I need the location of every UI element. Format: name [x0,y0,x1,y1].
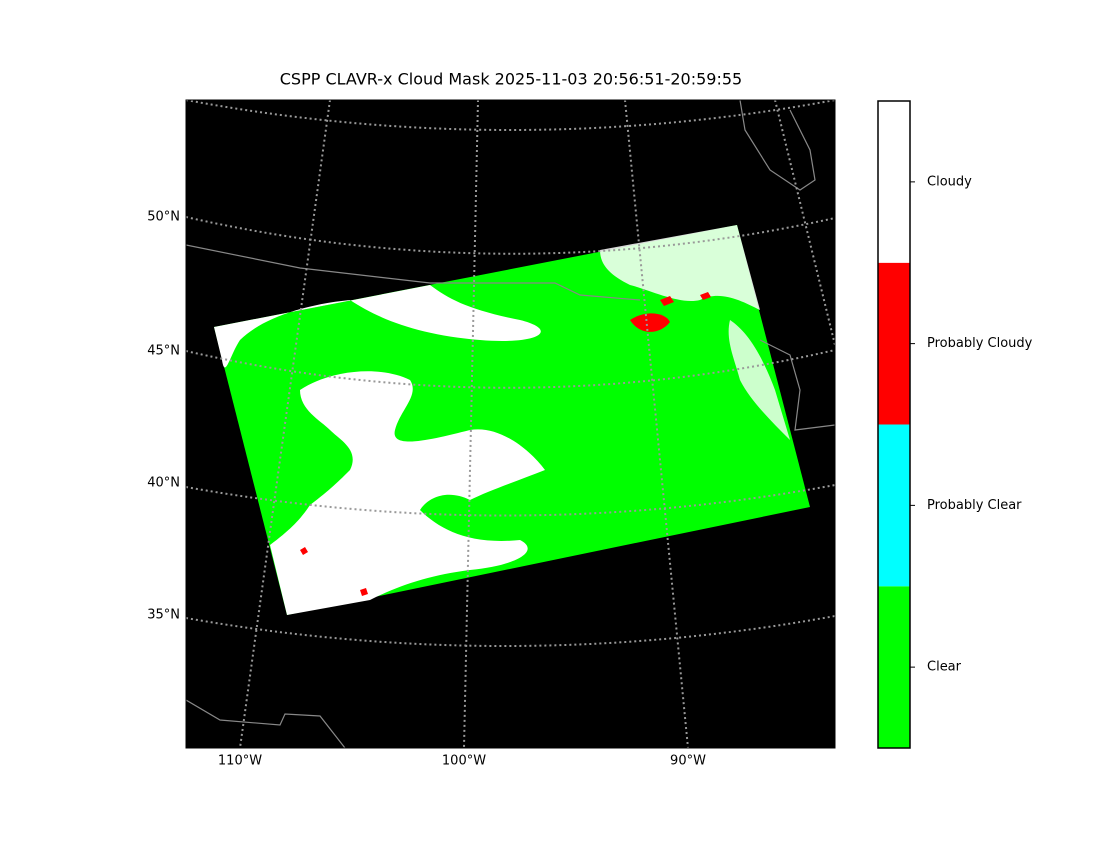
graticule [186,349,835,389]
colorbar-label: Probably Cloudy [927,336,1033,351]
lon-label: 110°W [218,754,262,769]
graticule [463,100,479,748]
border [759,339,835,431]
colorbar-segment [878,262,910,425]
cloud-region [630,313,670,332]
colorbar-segment [878,424,910,587]
border [186,699,346,748]
lon-label: 90°W [670,754,706,769]
cloud-region [270,371,545,615]
colorbar-segment [878,101,910,263]
cloud-region [728,320,790,440]
graticule [239,100,331,748]
lat-label: 45°N [147,344,180,359]
graticule [624,100,689,748]
graticule [774,100,835,346]
lon-label: 100°W [442,754,486,769]
border [186,244,641,301]
map [186,100,835,748]
colorbar-segment [878,586,910,748]
colorbar-label: Cloudy [927,174,972,189]
lat-label: 40°N [147,476,180,491]
border [739,100,816,191]
graticule [186,615,835,647]
title: CSPP CLAVR-x Cloud Mask 2025-11-03 20:56… [280,70,742,89]
cloud-region [600,225,760,310]
lat-label: 35°N [147,608,180,623]
cloud-region [214,285,541,368]
colorbar-frame [877,100,911,749]
graticule [186,484,835,517]
colorbar-label: Probably Clear [927,498,1022,513]
colorbar-label: Clear [927,660,962,675]
lat-label: 50°N [147,210,180,225]
graticule [186,100,835,131]
graticule [186,216,835,255]
map-frame [185,99,836,749]
